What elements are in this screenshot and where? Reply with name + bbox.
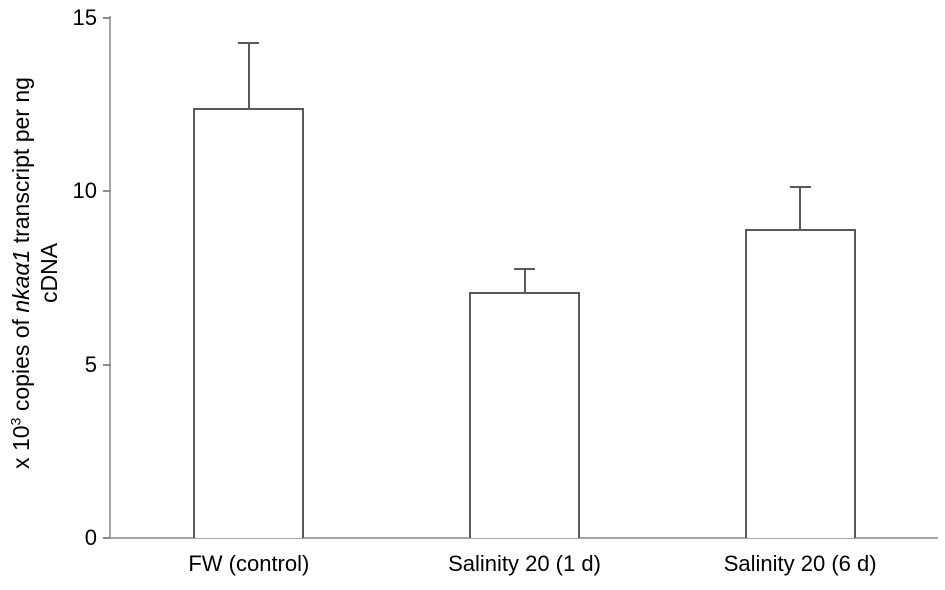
error-bar-cap (514, 267, 535, 270)
error-bar-cap (238, 42, 260, 45)
x-category-label: FW (control) (188, 551, 310, 576)
y-axis-line (109, 16, 111, 539)
y-axis-title-line1: x 103 copies of nkaα1 transcript per ng (7, 3, 35, 543)
x-axis-line (103, 537, 938, 539)
y-tick-label: 0 (84, 525, 97, 550)
y-axis-title-segment: nkaα1 (8, 249, 34, 313)
y-tick-label: 10 (72, 178, 97, 204)
error-bar-cap (789, 186, 811, 189)
bar-3 (744, 229, 856, 538)
y-axis-title-segment: x 10 (8, 425, 34, 469)
error-bar-stem (799, 186, 802, 230)
y-axis-title-segment: 3 (8, 417, 25, 426)
y-tick-label: 15 (72, 5, 97, 30)
y-axis-title-segment: transcript per ng (8, 77, 34, 250)
x-category-label: Salinity 20 (1 d) (448, 551, 601, 576)
error-bar-stem (247, 42, 250, 109)
y-tick-mark (103, 190, 111, 193)
bar-2 (469, 291, 580, 538)
y-tick-mark (103, 537, 111, 539)
error-bar-stem (523, 267, 526, 292)
y-tick-label: 5 (84, 351, 97, 377)
y-axis-title: x 103 copies of nkaα1 transcript per ng … (7, 3, 65, 543)
y-tick-mark (103, 363, 111, 366)
x-category-label: Salinity 20 (6 d) (723, 551, 877, 576)
y-axis-title-line2: cDNA (36, 242, 62, 304)
y-tick-mark (103, 17, 111, 19)
bar-1 (193, 108, 305, 538)
y-axis-title-segment: copies of (8, 312, 34, 418)
